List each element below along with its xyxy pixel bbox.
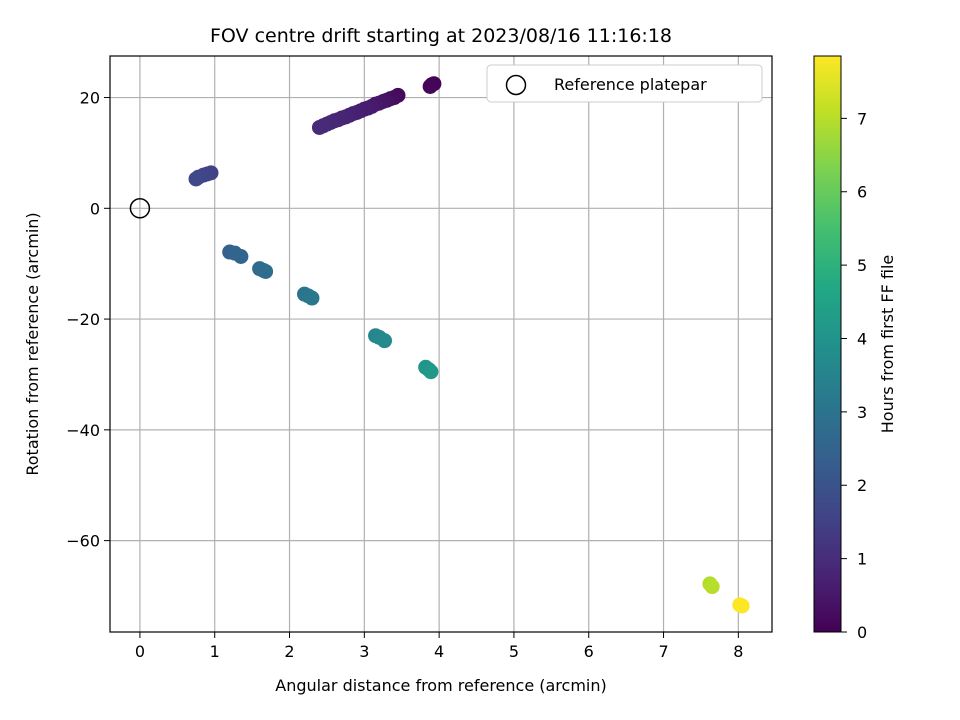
data-point — [304, 290, 320, 306]
data-points — [188, 76, 750, 614]
data-point — [704, 579, 720, 595]
reference-platepar-marker — [129, 198, 151, 219]
plot-area — [110, 56, 772, 632]
legend-box — [486, 64, 763, 103]
chart-title: FOV centre drift starting at 2023/08/16 … — [210, 25, 672, 47]
legend-marker-open-circle — [505, 74, 527, 96]
y-tick-label: 0 — [90, 199, 100, 218]
grid-lines — [110, 56, 772, 632]
colorbar-tick-label: 0 — [857, 623, 867, 642]
legend: Reference platepar — [486, 64, 763, 103]
data-point — [188, 171, 204, 187]
x-tick-label: 5 — [509, 642, 519, 661]
y-tick-label: −60 — [66, 532, 100, 551]
colorbar-gradient — [813, 55, 842, 633]
colorbar-tick-label: 2 — [857, 476, 867, 495]
colorbar-tick-label: 6 — [857, 183, 867, 202]
x-tick-label: 1 — [210, 642, 220, 661]
colorbar: 0 1 2 3 4 5 6 7 Hours from first FF file — [813, 55, 897, 642]
colorbar-tick-label: 4 — [857, 329, 867, 348]
colorbar-tick-label: 5 — [857, 256, 867, 275]
plot-frame — [109, 55, 773, 633]
x-tick-label: 4 — [434, 642, 444, 661]
colorbar-tick-label: 3 — [857, 403, 867, 422]
legend-label: Reference platepar — [554, 75, 707, 94]
reference-marker-group — [129, 198, 151, 219]
y-axis-ticks: 20 0 −20 −40 −60 — [66, 89, 110, 551]
x-tick-label: 8 — [733, 642, 743, 661]
data-point — [423, 364, 439, 380]
y-tick-label: −40 — [66, 421, 100, 440]
x-axis-ticks: 0 1 2 3 4 5 6 7 8 — [135, 632, 743, 661]
data-point — [311, 119, 327, 135]
colorbar-tick-label: 7 — [857, 109, 867, 128]
colorbar-label: Hours from first FF file — [878, 255, 897, 434]
x-axis-label: Angular distance from reference (arcmin) — [275, 676, 606, 695]
colorbar-tick-label: 1 — [857, 550, 867, 569]
data-point — [233, 248, 249, 264]
y-tick-label: 20 — [80, 89, 100, 108]
x-tick-label: 3 — [359, 642, 369, 661]
x-tick-label: 6 — [584, 642, 594, 661]
data-point — [734, 598, 750, 614]
x-tick-label: 7 — [658, 642, 668, 661]
data-point — [422, 78, 438, 94]
x-tick-label: 2 — [284, 642, 294, 661]
data-point — [258, 263, 274, 279]
colorbar-ticks: 0 1 2 3 4 5 6 7 — [841, 109, 867, 642]
y-axis-label: Rotation from reference (arcmin) — [23, 212, 42, 475]
y-tick-label: −20 — [66, 310, 100, 329]
data-point — [377, 333, 393, 349]
x-tick-label: 0 — [135, 642, 145, 661]
